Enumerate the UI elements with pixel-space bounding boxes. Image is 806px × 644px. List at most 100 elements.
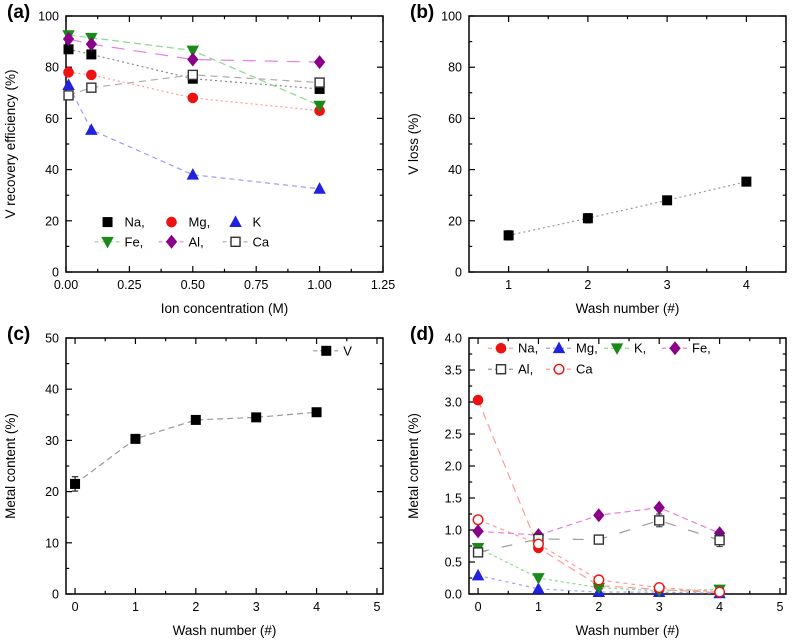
panel-c: (c) 0 1 2 3 4 5 0 10 20 30 40 50 Wash number (#) Meta…: [0, 322, 403, 644]
series-K: [471, 543, 726, 598]
legend: V: [313, 343, 352, 358]
y-axis: 0 10 20 30 40 50: [45, 332, 59, 602]
y-axis-title: V loss (%): [406, 113, 421, 175]
marker-diamond: [85, 37, 98, 52]
legend-label-Mg: Mg,: [189, 215, 211, 230]
marker-square: [102, 217, 113, 228]
marker-square: [63, 44, 74, 55]
panel-a: (a) 0.00 0.25 0.50 0.75 1.00 1.25 0 20 40 60 80 100…: [0, 0, 403, 322]
marker-square: [321, 345, 332, 356]
panel-d-label: (d): [410, 324, 435, 345]
series-line-Mg: [68, 71, 320, 112]
marker-circle-open: [714, 586, 726, 598]
legend-item-Fe: Fe,: [662, 341, 711, 356]
marker-square-open: [472, 547, 484, 558]
legend-label-Al: Al,: [518, 362, 533, 377]
x-tick-label: 4: [743, 278, 750, 292]
plot-frame: [468, 15, 787, 273]
marker-diamond: [472, 524, 484, 539]
legend-item-Mg: Mg,: [546, 341, 598, 356]
series-K: [62, 78, 326, 194]
x-axis: 0.00 0.25 0.50 0.75 1.00 1.25: [54, 278, 395, 292]
marker-triangle-up: [85, 123, 98, 135]
y-tick-label: 50: [45, 332, 59, 346]
marker-square: [86, 49, 97, 60]
x-axis-title: Wash number (#): [576, 301, 680, 316]
x-tick-label: 0.50: [181, 278, 205, 292]
x-axis: 1 2 3 4: [505, 278, 750, 292]
series-line-Na: [68, 48, 320, 90]
marker-circle-open: [472, 514, 484, 526]
legend-item-V: V: [313, 343, 352, 358]
y-tick-label: 4.0: [445, 332, 462, 346]
marker-square: [130, 433, 141, 444]
marker-diamond: [165, 234, 178, 249]
marker-square: [582, 213, 593, 224]
marker-circle-open: [593, 574, 605, 586]
y-tick-label: 30: [45, 434, 59, 448]
series-Mg: [63, 67, 325, 117]
legend-label-Al: Al,: [189, 234, 204, 249]
y-tick-label: 40: [45, 383, 59, 397]
x-tick-label: 0: [475, 600, 482, 614]
marker-square: [190, 414, 201, 425]
series-Ca: [472, 514, 726, 598]
marker-square-open: [714, 535, 725, 546]
series-V-loss: [503, 176, 752, 241]
y-tick-label: 1.5: [445, 492, 462, 506]
marker-diamond: [62, 32, 75, 47]
legend: Na, Mg, K, Fe, Al, Ca: [488, 341, 711, 377]
y-tick-label: 60: [45, 112, 59, 126]
panel-b-label: (b): [410, 2, 435, 23]
legend-item-Al: Al,: [158, 234, 204, 249]
marker-square: [503, 230, 514, 241]
y-tick-label: 0: [52, 588, 59, 602]
legend-item-Mg: Mg,: [166, 215, 211, 230]
x-tick-label: 1.00: [307, 278, 331, 292]
marker-circle-open: [532, 538, 544, 550]
series-line-Na: [477, 399, 720, 594]
y-tick-label: 0: [455, 266, 462, 280]
chart-a-canvas: 0.00 0.25 0.50 0.75 1.00 1.25 0 20 40 60 80 100 Ion …: [3, 10, 395, 317]
series-line-V-loss: [508, 181, 747, 236]
panel-c-label: (c): [7, 324, 31, 345]
marker-triangle-up: [62, 78, 75, 91]
x-axis-title: Wash number (#): [173, 623, 277, 638]
legend-label-Fe: Fe,: [125, 234, 144, 249]
y-tick-label: 0: [52, 266, 59, 280]
x-tick-label: 2: [584, 278, 591, 292]
panel-b: (b) 1 2 3 4 0 20 40 60 80 100 Wash number (#) V los…: [403, 0, 806, 322]
x-tick-label: 0: [72, 600, 79, 614]
marker-circle: [472, 394, 484, 406]
legend-label-Ca: Ca: [576, 362, 593, 377]
y-tick-label: 60: [448, 112, 462, 126]
panel-d: (d) 0 1 2 3 4 5 0.0 0.5 1.0 1.5 2.0 2.5 3.0 3.5 4.0 Was…: [403, 322, 806, 644]
marker-triangle-up: [186, 168, 200, 180]
legend-label-Na: Na,: [125, 215, 145, 230]
series-Ca: [63, 69, 325, 101]
series-line-Ca: [68, 74, 320, 96]
series-line-V: [74, 411, 317, 485]
legend-label-Na: Na,: [518, 341, 538, 356]
marker-triangle-up: [313, 182, 326, 194]
y-tick-label: 20: [45, 485, 59, 499]
marker-triangle-down: [610, 343, 624, 355]
legend-label-K: K: [253, 215, 262, 230]
legend: Na, Mg, K Fe, Al, Ca: [94, 215, 270, 249]
x-axis: 0 1 2 3 4 5: [475, 600, 784, 614]
y-tick-label: 80: [45, 61, 59, 75]
y-tick-label: 0.0: [445, 588, 462, 602]
series-line-Fe: [68, 34, 320, 107]
plot-frame: [468, 337, 787, 595]
x-tick-label: 1: [505, 278, 512, 292]
y-tick-label: 3.0: [445, 396, 462, 410]
legend-label-Fe: Fe,: [692, 341, 711, 356]
x-tick-label: 2: [595, 600, 602, 614]
y-tick-label: 2.5: [445, 428, 462, 442]
y-axis: 0 20 40 60 80 100: [441, 10, 462, 280]
x-axis-title: Ion concentration (M): [161, 301, 289, 316]
marker-circle-open: [553, 363, 565, 375]
legend-item-Ca: Ca: [546, 362, 593, 377]
